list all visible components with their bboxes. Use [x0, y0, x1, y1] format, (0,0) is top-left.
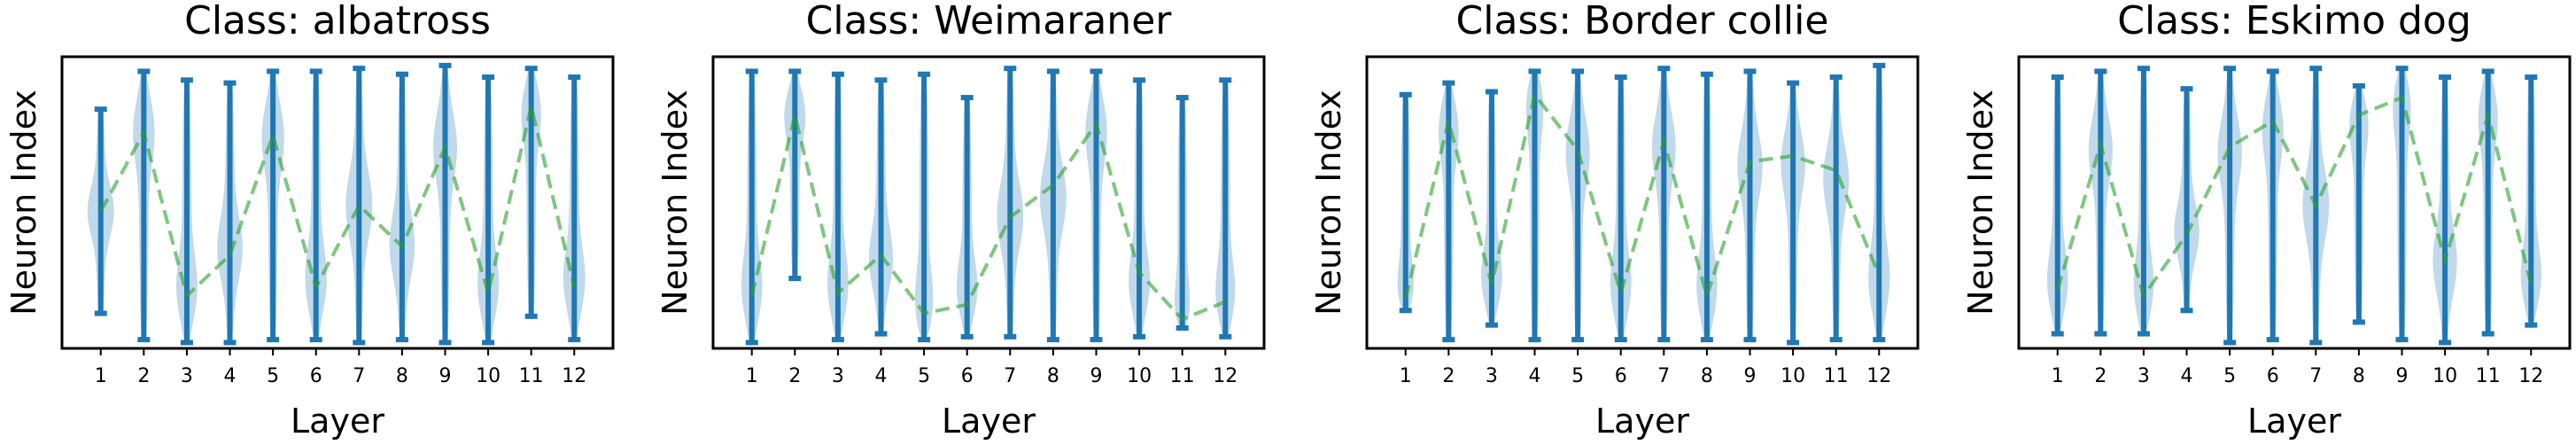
x-tick-label: 2	[788, 365, 801, 387]
x-tick-label: 6	[310, 365, 322, 387]
x-tick-label: 2	[1442, 365, 1455, 387]
peak-trend-line	[1403, 90, 1882, 302]
chart-title: Class: Border collie	[1456, 0, 1829, 43]
plot-frame	[2017, 55, 2572, 350]
x-tick-label: 3	[1486, 365, 1498, 387]
x-tick-label: 4	[1529, 365, 1541, 387]
x-tick-label: 1	[95, 365, 107, 387]
y-axis-label: Neuron Index	[1309, 90, 1348, 316]
x-tick-label: 10	[1781, 365, 1805, 387]
x-tick-label: 5	[1571, 365, 1584, 387]
x-tick-label: 4	[875, 365, 888, 387]
x-tick-label: 6	[1615, 365, 1627, 387]
x-tick-label: 8	[396, 365, 408, 387]
x-tick-label: 11	[2476, 365, 2501, 387]
peak-trend-line	[98, 105, 577, 301]
x-tick-label: 12	[1866, 365, 1891, 387]
plot-frame	[711, 55, 1266, 350]
x-tick-label: 5	[918, 365, 930, 387]
x-tick-label: 11	[1824, 365, 1849, 387]
x-tick-label: 12	[1213, 365, 1238, 387]
x-axis-label: Layer	[1595, 402, 1689, 441]
x-tick-label: 5	[267, 365, 279, 387]
chart-title: Class: Eskimo dog	[2117, 0, 2471, 43]
x-tick-label: 10	[476, 365, 500, 387]
x-tick-label: 9	[2395, 365, 2408, 387]
plot-frame	[1365, 55, 1920, 350]
x-tick-label: 8	[1047, 365, 1059, 387]
x-tick-label: 7	[1004, 365, 1016, 387]
y-axis-label: Neuron Index	[656, 90, 694, 316]
x-tick-label: 11	[519, 365, 544, 387]
x-tick-label: 4	[2181, 365, 2193, 387]
plot-frame	[60, 55, 615, 350]
x-axis-label: Layer	[942, 402, 1036, 441]
x-tick-label: 3	[2138, 365, 2150, 387]
y-axis-label: Neuron Index	[4, 90, 43, 316]
x-tick-label: 8	[2353, 365, 2365, 387]
peak-trend-line	[2055, 95, 2533, 301]
x-tick-label: 1	[746, 365, 758, 387]
chart-title: Class: Weimaraner	[806, 0, 1173, 43]
x-tick-label: 11	[1170, 365, 1195, 387]
x-tick-label: 7	[2309, 365, 2322, 387]
x-tick-label: 3	[832, 365, 844, 387]
x-tick-label: 9	[1743, 365, 1756, 387]
peak-trend-line	[749, 114, 1227, 322]
chart-title: Class: albatross	[184, 0, 491, 43]
x-tick-label: 5	[2223, 365, 2236, 387]
x-tick-label: 6	[2267, 365, 2279, 387]
x-tick-label: 8	[1701, 365, 1713, 387]
x-tick-label: 1	[1400, 365, 1412, 387]
x-tick-label: 10	[2432, 365, 2457, 387]
x-tick-label: 7	[353, 365, 365, 387]
x-axis-label: Layer	[2247, 402, 2341, 441]
x-tick-label: 7	[1657, 365, 1670, 387]
y-axis-label: Neuron Index	[1961, 90, 2000, 316]
x-tick-label: 3	[181, 365, 193, 387]
x-tick-label: 2	[137, 365, 150, 387]
x-tick-label: 2	[2094, 365, 2107, 387]
x-tick-label: 12	[562, 365, 586, 387]
x-tick-label: 12	[2518, 365, 2543, 387]
x-tick-label: 1	[2052, 365, 2064, 387]
x-tick-label: 10	[1127, 365, 1152, 387]
x-tick-label: 9	[438, 365, 451, 387]
x-tick-label: 4	[224, 365, 237, 387]
x-axis-label: Layer	[291, 402, 384, 441]
x-tick-label: 6	[961, 365, 974, 387]
x-tick-label: 9	[1090, 365, 1102, 387]
